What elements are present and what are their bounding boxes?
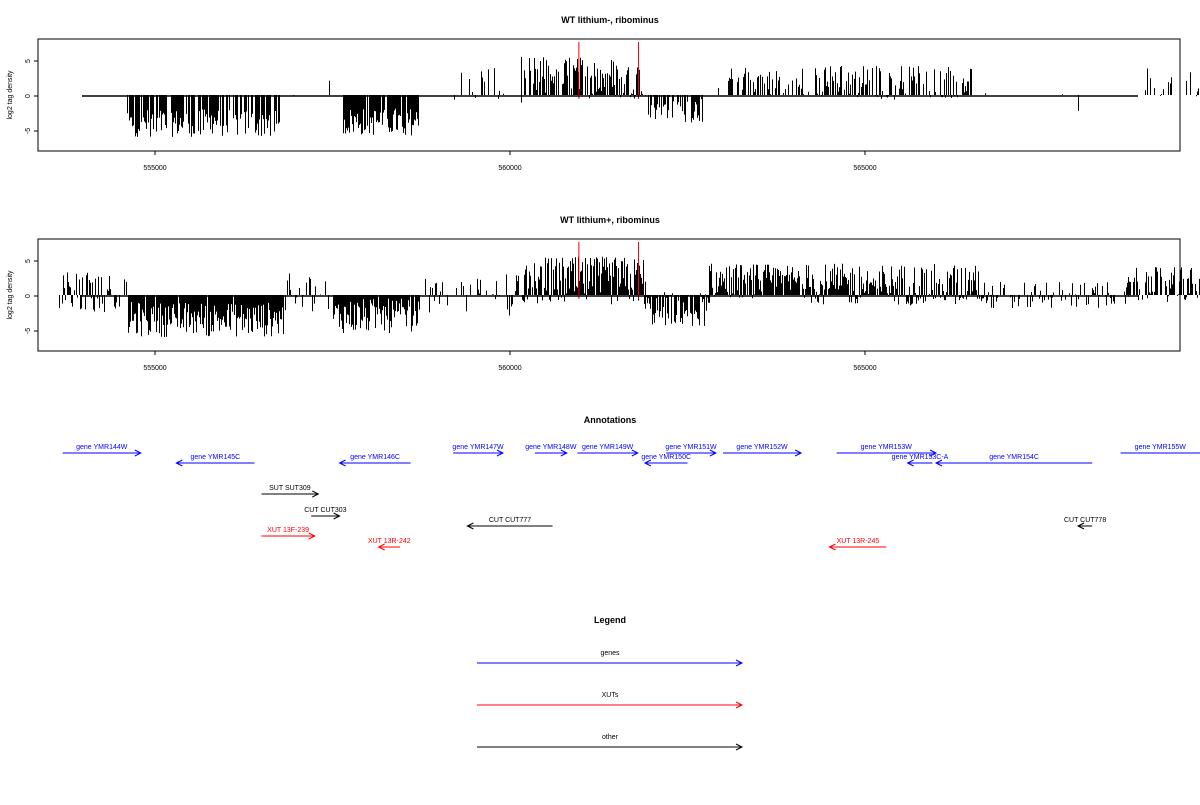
annotations-title: Annotations (584, 415, 637, 425)
y-axis-label: log2 tag density (7, 270, 14, 320)
figure-svg: WT lithium-, ribominus log2 tag density … (0, 0, 1200, 800)
annotation-feature: gene YMR145C (176, 454, 254, 466)
annotation-feature: CUT CUT303 (304, 507, 346, 519)
annotation-feature: gene YMR155W (1121, 444, 1200, 453)
genome-browser-figure: WT lithium-, ribominus log2 tag density … (0, 0, 1200, 800)
feature-label: gene YMR152W (736, 444, 788, 451)
x-tick-label: 555000 (143, 165, 166, 172)
feature-label: gene YMR153C-A (892, 454, 949, 461)
y-axis: -5 0 5 (25, 259, 38, 334)
y-tick-label: 5 (25, 59, 32, 63)
annotation-feature: gene YMR149W (577, 444, 637, 456)
x-axis: 555000 560000 565000 (143, 151, 876, 172)
y-tick-label: -5 (25, 128, 32, 134)
feature-label: gene YMR146C (350, 454, 400, 461)
feature-label: CUT CUT777 (489, 517, 531, 524)
y-axis-label: log2 tag density (7, 70, 14, 120)
y-tick-label: -5 (25, 328, 32, 334)
feature-label: gene YMR145C (191, 454, 241, 461)
feature-label: gene YMR151W (665, 444, 717, 451)
feature-label: gene YMR149W (582, 444, 634, 451)
annotation-feature: gene YMR152W (723, 444, 801, 456)
annotation-feature: gene YMR154C (936, 454, 1092, 466)
feature-label: gene YMR147W (452, 444, 504, 451)
y-tick-label: 0 (25, 294, 32, 298)
x-tick-label: 560000 (498, 165, 521, 172)
legend-title: Legend (594, 615, 626, 625)
x-axis: 555000 560000 565000 (143, 351, 876, 372)
track-panel-lithium-minus: WT lithium-, ribominus log2 tag density … (7, 15, 1199, 172)
feature-label: XUT 13F-239 (267, 527, 309, 534)
annotation-feature: SUT SUT309 (262, 485, 319, 497)
legend-item-other: other (477, 734, 742, 750)
annotation-feature: CUT CUT778 (1064, 517, 1106, 529)
annotation-feature: gene YMR147W (452, 444, 504, 456)
annotation-feature: gene YMR150C (641, 454, 691, 466)
feature-label: gene YMR154C (989, 454, 1039, 461)
annotation-feature: CUT CUT777 (467, 517, 552, 529)
track-panel-lithium-plus: WT lithium+, ribominus log2 tag density … (7, 215, 1200, 372)
y-tick-label: 0 (25, 94, 32, 98)
legend-label: genes (600, 650, 620, 657)
feature-label: XUT 13R-245 (837, 538, 880, 545)
feature-label: gene YMR155W (1135, 444, 1187, 451)
feature-label: CUT CUT303 (304, 507, 346, 514)
coverage-bars (128, 57, 1199, 137)
feature-label: gene YMR148W (525, 444, 577, 451)
x-tick-label: 565000 (853, 365, 876, 372)
feature-label: SUT SUT309 (269, 485, 311, 492)
annotation-features: gene YMR144W gene YMR145C gene YMR146C gene… (63, 444, 1200, 550)
panel-title: WT lithium+, ribominus (560, 215, 660, 225)
feature-label: gene YMR153W (861, 444, 913, 451)
feature-label: XUT 13R-242 (368, 538, 411, 545)
legend-label: XUTs (602, 692, 619, 699)
annotation-feature: gene YMR153C-A (892, 454, 949, 466)
x-tick-label: 555000 (143, 365, 166, 372)
annotation-feature: XUT 13F-239 (262, 527, 315, 539)
legend-label: other (602, 734, 619, 741)
coverage-bars (60, 257, 1200, 337)
panel-title: WT lithium-, ribominus (561, 15, 659, 25)
feature-label: gene YMR144W (76, 444, 128, 451)
feature-label: CUT CUT778 (1064, 517, 1106, 524)
x-tick-label: 560000 (498, 365, 521, 372)
feature-label: gene YMR150C (641, 454, 691, 461)
annotation-feature: gene YMR146C (340, 454, 411, 466)
annotation-feature: gene YMR148W (525, 444, 577, 456)
annotation-feature: XUT 13R-242 (368, 538, 411, 550)
legend-item-genes: genes (477, 650, 742, 666)
y-tick-label: 5 (25, 259, 32, 263)
y-axis: -5 0 5 (25, 59, 38, 134)
annotation-feature: gene YMR144W (63, 444, 141, 456)
legend-item-xuts: XUTs (477, 692, 742, 708)
legend: Legend genes XUTs other (477, 615, 742, 750)
annotation-feature: XUT 13R-245 (830, 538, 887, 550)
x-tick-label: 565000 (853, 165, 876, 172)
